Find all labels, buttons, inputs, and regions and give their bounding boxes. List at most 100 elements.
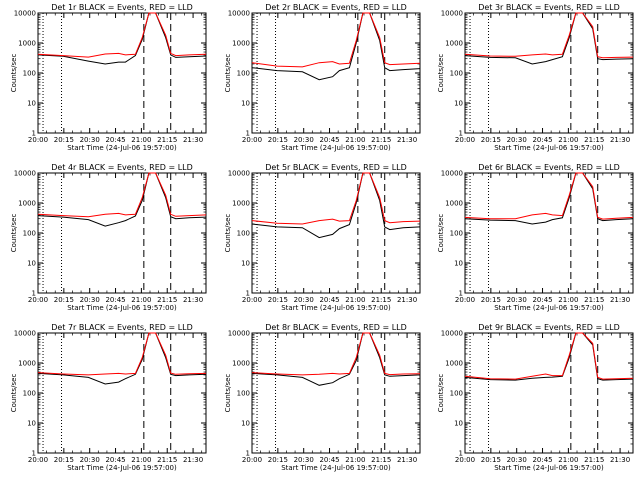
x-tick-label: 21:00 (558, 456, 578, 464)
y-tick-label: 10000 (441, 330, 463, 338)
x-tick-label: 21:15 (157, 296, 177, 304)
subplot-title: Det 5r BLACK = Events, RED = LLD (265, 163, 407, 172)
y-tick-label: 10 (241, 100, 250, 108)
x-tick-label: 21:15 (584, 296, 604, 304)
subplot-title: Det 7r BLACK = Events, RED = LLD (51, 323, 193, 332)
x-axis-label: Start Time (24-Jul-06 19:57:00) (281, 464, 391, 472)
plot-frame (464, 172, 634, 294)
x-axis-label: Start Time (24-Jul-06 19:57:00) (494, 464, 604, 472)
series-line-lld (37, 332, 207, 376)
series-line-events (37, 332, 207, 385)
y-tick-label: 10 (454, 420, 463, 428)
y-tick-label: 100 (450, 70, 463, 78)
x-tick-label: 20:30 (80, 136, 100, 144)
x-tick-label: 20:15 (54, 296, 74, 304)
x-tick-label: 21:30 (610, 136, 630, 144)
y-tick-label: 1 (32, 450, 36, 458)
y-tick-label: 10000 (441, 10, 463, 18)
y-tick-label: 10 (27, 100, 36, 108)
y-tick-label: 10 (454, 260, 463, 268)
x-tick-label: 20:00 (455, 136, 475, 144)
y-tick-label: 10 (27, 420, 36, 428)
subplot-det-6: Det 6r BLACK = Events, RED = LLD 1 10 100 10… (437, 163, 634, 312)
x-tick-label: 20:00 (455, 296, 475, 304)
y-tick-label: 10000 (14, 10, 36, 18)
x-tick-label: 20:15 (481, 136, 501, 144)
x-tick-label: 21:00 (345, 136, 365, 144)
y-tick-label: 100 (23, 390, 36, 398)
subplot-det-5: Det 5r BLACK = Events, RED = LLD 1 10 100 10… (224, 163, 421, 312)
plot-frame (37, 172, 207, 294)
x-tick-label: 21:15 (584, 456, 604, 464)
series-line-lld (464, 332, 634, 380)
y-tick-label: 1000 (232, 40, 250, 48)
x-tick-label: 20:00 (28, 136, 48, 144)
y-tick-label: 1 (459, 130, 463, 138)
y-tick-label: 10000 (441, 170, 463, 178)
plot-frame (464, 332, 634, 454)
x-tick-label: 21:00 (131, 456, 151, 464)
y-axis-label: Counts/sec (10, 374, 18, 413)
subplot-det-9: Det 9r BLACK = Events, RED = LLD 1 10 100 10… (437, 323, 634, 472)
x-tick-label: 20:45 (532, 456, 552, 464)
x-tick-label: 20:30 (507, 296, 527, 304)
x-axis-label: Start Time (24-Jul-06 19:57:00) (67, 304, 177, 312)
x-tick-label: 20:45 (319, 456, 339, 464)
x-tick-label: 20:45 (105, 136, 125, 144)
x-axis-label: Start Time (24-Jul-06 19:57:00) (67, 144, 177, 152)
y-tick-label: 10000 (14, 330, 36, 338)
y-tick-label: 10000 (228, 330, 250, 338)
y-tick-label: 100 (450, 390, 463, 398)
y-tick-label: 1 (459, 290, 463, 298)
subplot-title: Det 8r BLACK = Events, RED = LLD (265, 323, 407, 332)
x-tick-label: 20:30 (294, 136, 314, 144)
y-axis-label: Counts/sec (437, 54, 445, 93)
x-axis-label: Start Time (24-Jul-06 19:57:00) (494, 304, 604, 312)
y-tick-label: 1000 (18, 40, 36, 48)
x-tick-label: 21:00 (345, 456, 365, 464)
x-tick-label: 20:15 (54, 456, 74, 464)
series-line-lld (251, 172, 421, 225)
y-tick-label: 1 (32, 290, 36, 298)
x-tick-label: 21:15 (584, 136, 604, 144)
y-tick-label: 100 (23, 70, 36, 78)
x-tick-label: 21:15 (371, 296, 391, 304)
series-line-lld (464, 12, 634, 59)
y-tick-label: 1000 (445, 200, 463, 208)
plot-frame (464, 12, 634, 134)
x-tick-label: 21:30 (183, 296, 203, 304)
x-tick-label: 20:15 (54, 136, 74, 144)
series-line-lld (464, 172, 634, 220)
series-line-lld (251, 12, 421, 68)
y-tick-label: 1000 (232, 200, 250, 208)
y-tick-label: 1 (246, 450, 250, 458)
x-tick-label: 21:00 (131, 296, 151, 304)
x-tick-label: 20:15 (268, 456, 288, 464)
x-axis-label: Start Time (24-Jul-06 19:57:00) (281, 304, 391, 312)
x-tick-label: 21:30 (610, 456, 630, 464)
x-tick-label: 20:00 (242, 456, 262, 464)
x-axis-label: Start Time (24-Jul-06 19:57:00) (281, 144, 391, 152)
subplot-det-2: Det 2r BLACK = Events, RED = LLD 1 10 100 10… (224, 3, 421, 152)
x-tick-label: 20:30 (507, 136, 527, 144)
x-tick-label: 21:15 (157, 456, 177, 464)
subplot-title: Det 6r BLACK = Events, RED = LLD (478, 163, 620, 172)
y-tick-label: 100 (23, 230, 36, 238)
y-axis-label: Counts/sec (224, 214, 232, 253)
y-tick-label: 10000 (228, 10, 250, 18)
series-line-events (37, 172, 207, 227)
x-tick-label: 21:00 (558, 136, 578, 144)
y-tick-label: 1000 (18, 360, 36, 368)
plot-frame (251, 332, 421, 454)
y-tick-label: 1000 (232, 360, 250, 368)
x-tick-label: 21:15 (371, 136, 391, 144)
series-line-lld (251, 332, 421, 376)
y-tick-label: 100 (237, 70, 250, 78)
x-tick-label: 20:00 (28, 296, 48, 304)
x-tick-label: 20:30 (80, 296, 100, 304)
x-tick-label: 21:15 (157, 136, 177, 144)
series-line-events (251, 172, 421, 239)
series-line-events (251, 332, 421, 386)
subplot-det-4: Det 4r BLACK = Events, RED = LLD 1 10 100 10… (10, 163, 207, 312)
x-tick-label: 20:45 (105, 456, 125, 464)
